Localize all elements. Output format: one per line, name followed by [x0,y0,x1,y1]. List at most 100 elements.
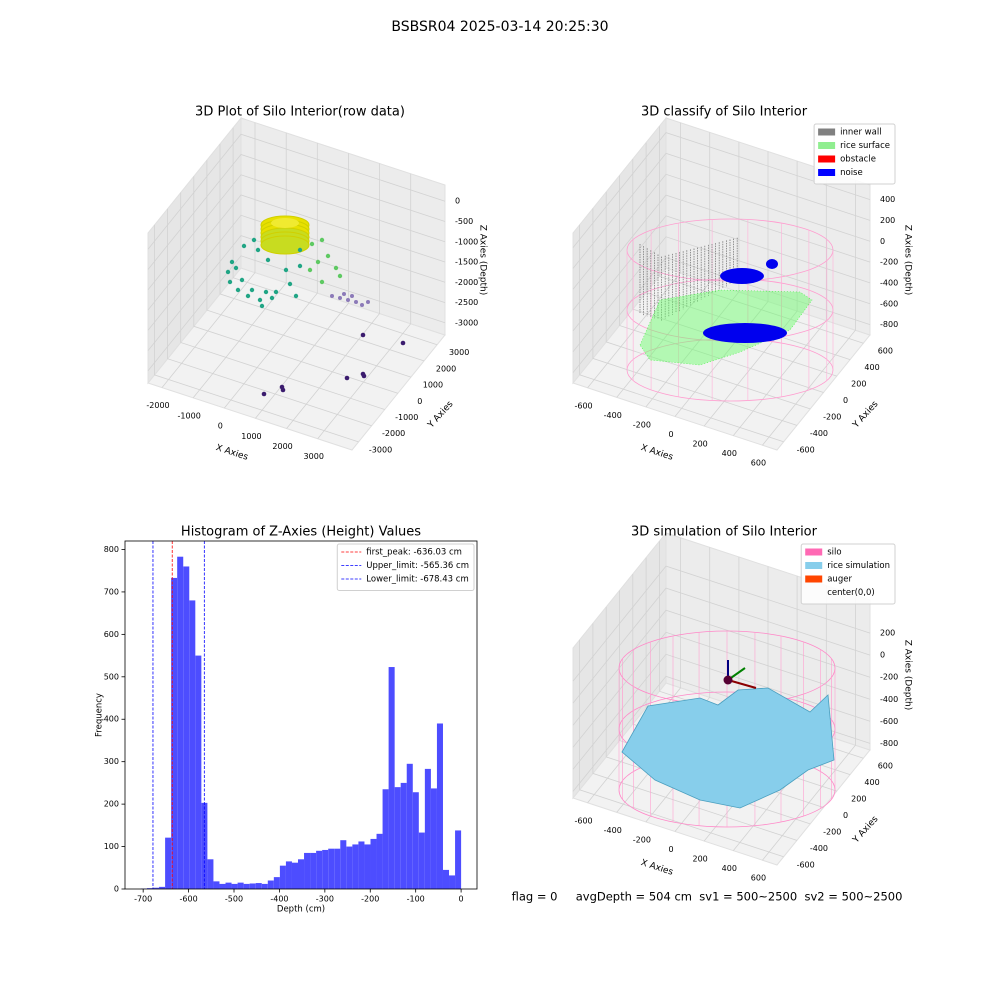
bar [376,833,383,889]
y-tick-label: 100 [104,842,119,851]
x-axis-label: Depth (cm) [277,905,325,915]
x-tick-label: 200 [693,440,708,449]
point-cloud [263,289,269,295]
z-tick-label: 0 [455,197,460,206]
bar [201,802,208,889]
x-tick-label: -300 [316,895,334,904]
bar [358,841,365,889]
legend-swatch [805,575,823,583]
y-tick-label: -200 [823,827,841,836]
chart-title: 3D Plot of Silo Interior(row data) [195,105,405,120]
point-cloud [249,287,255,293]
bar [424,768,431,889]
x-tick-label: -400 [270,895,288,904]
chart-title: 3D classify of Silo Interior [641,105,808,120]
x-tick-label: -600 [180,895,198,904]
legend-label: Lower_limit: -678.43 cm [366,575,468,585]
grid-line [703,161,798,427]
x-tick-label: -400 [604,826,622,835]
point-cloud [257,297,263,303]
point-cloud [350,294,354,298]
grid-line [659,126,864,344]
z-tick-label: -3000 [455,318,478,327]
point-cloud [273,289,279,295]
y-tick-label: -3000 [369,445,392,454]
point-cloud [259,303,265,309]
grid-line [587,537,681,804]
point-cloud [227,279,233,285]
z-tick-label: -2000 [455,278,478,287]
y-tick-label: 3000 [449,348,469,357]
noise [766,259,778,269]
legend-swatch [805,548,823,556]
grid-line [645,141,740,408]
x-tick-label: 0 [668,430,673,439]
point-cloud [360,332,366,338]
y-tick-label: -2000 [382,429,405,438]
grid-line [572,215,871,332]
bar [328,848,335,889]
grid-line [255,153,349,419]
point-cloud [271,218,299,228]
y-tick-label: 700 [104,587,119,596]
bar [455,830,462,889]
bar [316,850,323,889]
point-cloud [346,298,350,302]
bar [213,881,220,889]
bar [388,667,395,889]
bar [153,887,160,889]
point-cloud [283,267,289,273]
bar [177,556,184,889]
bar [310,852,317,889]
legend-label: first_peak: -636.03 cm [366,548,462,558]
grid-line [147,154,446,270]
grid-line [147,194,446,311]
bar [418,832,425,889]
point-cloud [297,263,303,269]
legend-label: Upper_limit: -565.36 cm [366,561,469,571]
legend-box [336,543,475,591]
bar [394,787,401,889]
grid-line [572,152,871,269]
point-cloud [361,373,367,379]
y-tick-label: 200 [851,380,866,389]
pane-left [147,116,242,385]
grid-line [572,565,871,682]
point-cloud [319,237,325,243]
grid-line [147,174,446,291]
z-tick-label: -1000 [455,237,478,246]
y-tick-label: -600 [797,860,815,869]
y-tick-label: 500 [104,672,119,681]
grid-line [180,192,385,410]
legend-label: obstacle [840,155,876,165]
y-tick-label: 0 [417,397,422,406]
center-marker [723,675,733,685]
bar [255,883,262,889]
point-cloud [297,247,303,253]
y-tick-label: -400 [810,429,828,438]
grid-line [147,255,446,372]
grid-line [223,143,318,409]
bar [322,849,329,889]
bar [346,846,353,889]
bar [159,886,166,889]
y-tick-label: 800 [104,545,119,554]
bar [183,566,190,889]
grid-line [219,143,425,362]
point-cloud [269,295,275,301]
z-tick-label: -400 [880,695,898,704]
grid-line [674,151,769,417]
x-tick-label: 0 [459,895,464,904]
point-cloud [239,277,245,283]
grid-line [192,132,287,399]
point-cloud [319,279,325,285]
noise [720,268,764,284]
grid-line [572,257,871,373]
grid-line [732,170,827,436]
point-cloud [255,247,261,253]
y-tick-label: 400 [864,778,879,787]
grid-line [572,653,871,770]
bar [243,883,250,889]
bar [364,844,371,889]
grid-line [616,132,711,398]
